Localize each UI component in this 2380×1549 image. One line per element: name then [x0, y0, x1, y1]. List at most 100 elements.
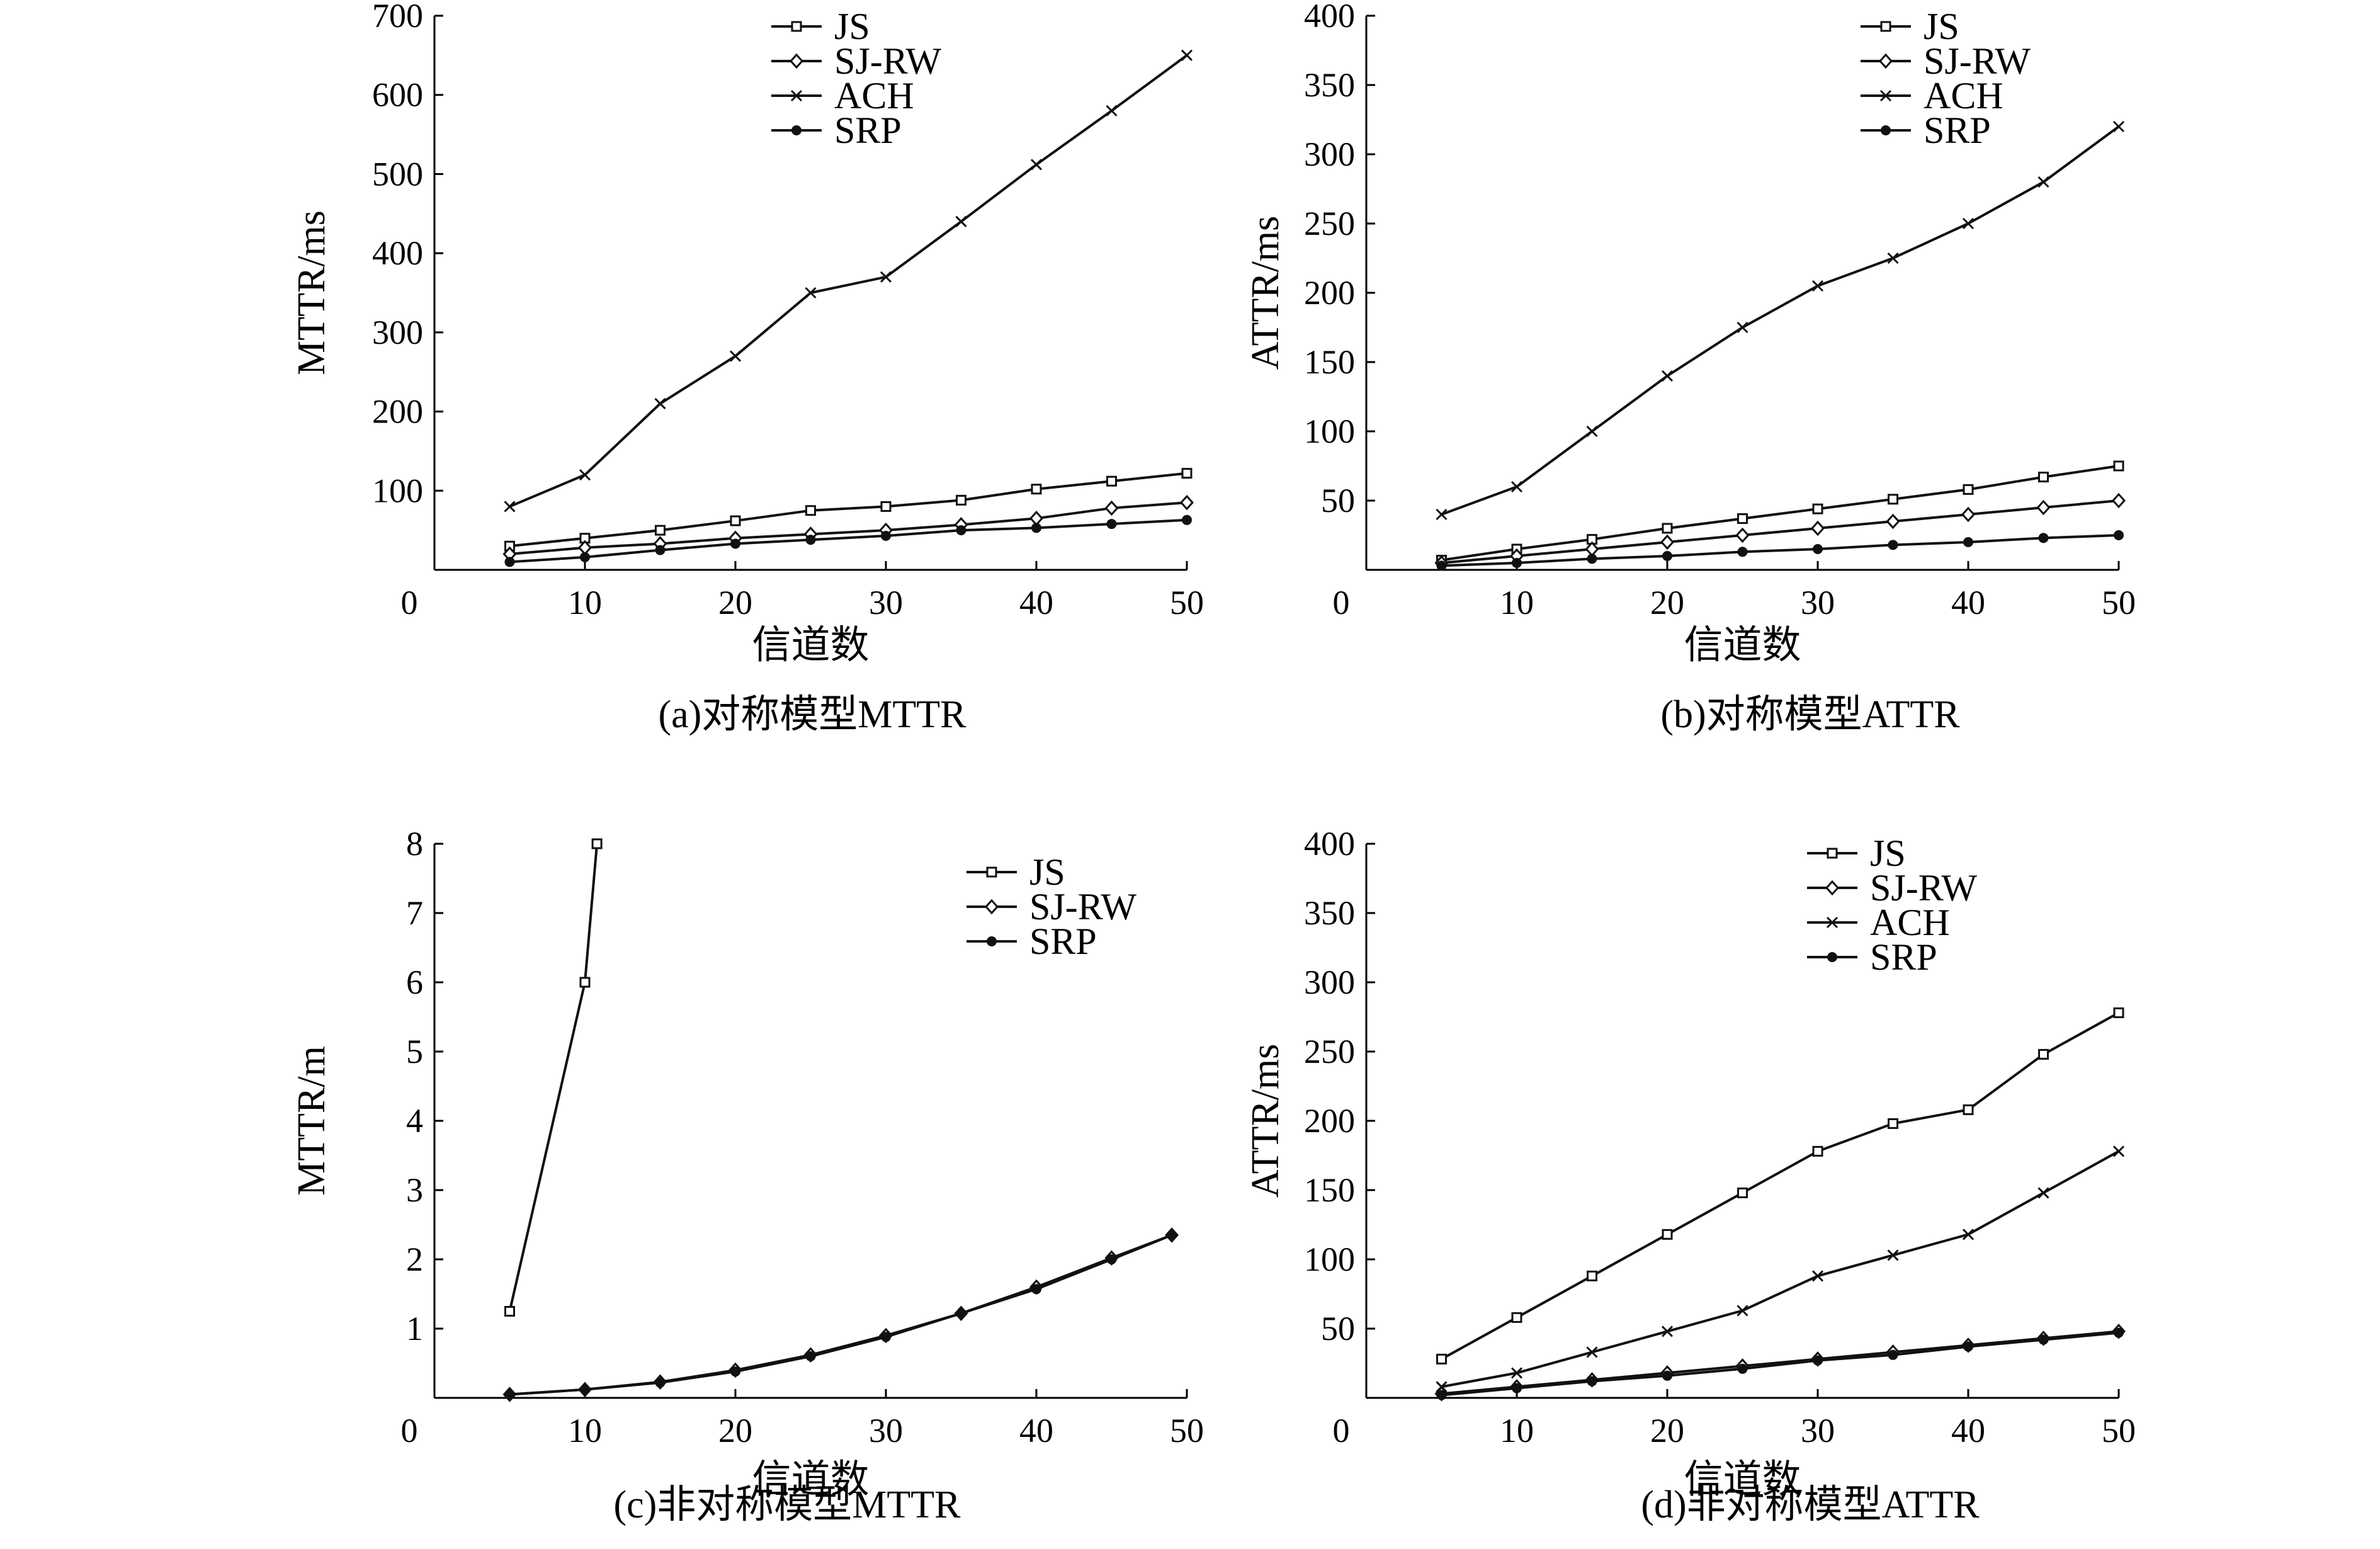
chart-caption: (b)对称模型ATTR — [1660, 693, 1960, 736]
marker-sj-rw-p9 — [2036, 499, 2051, 516]
legend-entry-ach: ACH — [1807, 902, 1950, 943]
x-tick-label: 20 — [718, 1412, 752, 1450]
marker-js-p6 — [1812, 503, 1823, 514]
legend-entry-js: JS — [1861, 6, 1959, 47]
series-srp — [504, 514, 1192, 567]
y-tick-label: 700 — [372, 0, 423, 35]
legend-entry-sj-rw: SJ-RW — [966, 886, 1136, 928]
legend-label: JS — [834, 6, 870, 47]
marker-js-p10 — [2113, 460, 2124, 472]
marker-sj-rw-p4 — [1660, 534, 1675, 550]
legend-label: JS — [1029, 851, 1065, 893]
marker-srp-legend-p1 — [1827, 952, 1837, 962]
legend-label: SRP — [1870, 936, 1937, 978]
marker-ach-legend-p1 — [790, 89, 803, 102]
marker-ach-p7 — [1887, 252, 1899, 264]
x-tick-label: 30 — [1801, 1412, 1835, 1450]
marker-srp-p5 — [1737, 1363, 1748, 1374]
x-tick-label: 10 — [568, 584, 602, 621]
marker-js-p9 — [2038, 472, 2049, 483]
marker-ach-p3 — [654, 397, 666, 410]
series-ach — [1436, 1145, 2125, 1393]
marker-srp-p3 — [1587, 553, 1597, 564]
marker-js-p7 — [956, 494, 966, 506]
x-axis-label: 信道数 — [1684, 624, 1801, 667]
marker-srp-p1 — [504, 557, 515, 567]
marker-ach-p10 — [1181, 49, 1193, 61]
x-axis-label: 信道数 — [752, 1458, 869, 1501]
y-tick-label: 100 — [372, 472, 423, 509]
marker-srp-p7 — [956, 1308, 966, 1319]
marker-js-p8 — [1963, 1104, 1974, 1115]
x-axis-label: 信道数 — [1684, 1458, 1801, 1501]
y-tick-label: 250 — [1304, 205, 1355, 242]
marker-srp-p2 — [1512, 1383, 1522, 1393]
series-sj-rw — [502, 1227, 1179, 1402]
y-axis-label: MTTR/ms — [290, 210, 333, 375]
marker-js-p2 — [1511, 1312, 1522, 1323]
marker-srp-p1 — [1436, 1390, 1447, 1400]
y-tick-label: 8 — [406, 825, 423, 863]
marker-srp-p10 — [2114, 530, 2124, 540]
x-tick-label: 30 — [869, 584, 903, 621]
chart-caption: (c)非对称模型MTTR — [613, 1484, 961, 1526]
series-line-js — [1441, 465, 2119, 562]
marker-ach-p2 — [1510, 1367, 1523, 1379]
legend-entry-sj-rw: SJ-RW — [1861, 40, 2031, 82]
series-line-srp — [1441, 1331, 2119, 1397]
x-tick-label: 40 — [1019, 584, 1053, 621]
series-line-sj-rw — [1441, 1330, 2119, 1395]
marker-srp-p8 — [1031, 523, 1041, 533]
marker-ach-p10 — [2112, 1145, 2125, 1157]
y-tick-label: 600 — [372, 76, 423, 114]
marker-ach-legend-p1 — [1879, 89, 1892, 102]
y-tick-label: 300 — [1304, 963, 1355, 1001]
x-tick-label: 30 — [869, 1412, 903, 1450]
marker-js-p6 — [880, 501, 892, 512]
y-tick-label: 200 — [1304, 274, 1355, 312]
y-tick-label: 400 — [1304, 825, 1355, 863]
series-ach — [504, 49, 1193, 513]
marker-ach-p6 — [880, 271, 892, 283]
marker-srp-p7 — [1888, 1349, 1898, 1360]
marker-js-p5 — [1737, 1187, 1748, 1198]
marker-ach-p4 — [1661, 1325, 1674, 1337]
y-tick-label: 350 — [1304, 894, 1355, 932]
y-tick-label: 50 — [1321, 482, 1355, 519]
marker-js-p5 — [805, 505, 816, 516]
y-tick-label: 500 — [372, 155, 423, 193]
marker-ach-p8 — [1030, 159, 1043, 171]
marker-js-p1 — [504, 1306, 515, 1317]
x-tick-label: 20 — [1650, 1412, 1684, 1450]
chart-caption: (d)非对称模型ATTR — [1641, 1484, 1980, 1526]
series-line-js — [509, 472, 1187, 548]
x-tick-label: 50 — [1170, 1412, 1204, 1450]
x-tick-label: 20 — [718, 584, 752, 621]
y-tick-label: 400 — [372, 234, 423, 272]
legend-label: SRP — [1924, 110, 1991, 151]
marker-ach-p1 — [504, 501, 516, 513]
y-tick-label: 3 — [406, 1171, 423, 1209]
marker-js-legend-p1 — [1827, 848, 1838, 859]
x-tick-label: 0 — [401, 584, 418, 621]
series-srp — [1436, 1327, 2124, 1400]
x-tick-label: 0 — [401, 1412, 418, 1450]
legend-label: JS — [1924, 6, 1959, 47]
y-tick-label: 150 — [1304, 1171, 1355, 1209]
x-tick-label: 30 — [1801, 584, 1835, 621]
series-line-ach — [1441, 1150, 2119, 1388]
marker-ach-p1 — [1436, 508, 1448, 521]
y-tick-label: 100 — [1304, 412, 1355, 450]
series-sj-rw — [1434, 492, 2126, 571]
y-axis-label: ATTR/ms — [1244, 1044, 1287, 1198]
marker-srp-p6 — [1813, 1355, 1823, 1366]
series-line-sj-rw — [1441, 499, 2119, 564]
marker-srp-p7 — [956, 525, 966, 536]
marker-srp-p8 — [1963, 537, 1973, 547]
chart-panel-1: 100 200 300 400 500 600 700 0 10 20 30 40 50 信道数 MTTR/… — [290, 0, 1204, 736]
legend-label: JS — [1870, 832, 1906, 874]
marker-srp-p1 — [504, 1389, 515, 1400]
marker-srp-p10 — [1182, 514, 1192, 525]
legend-label: SJ-RW — [1029, 886, 1136, 928]
